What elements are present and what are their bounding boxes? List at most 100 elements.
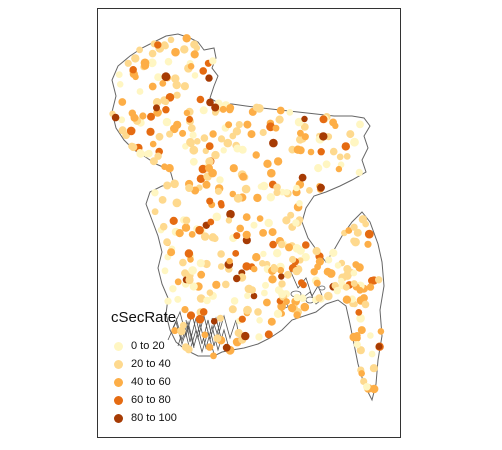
data-point (136, 149, 145, 158)
data-point (164, 297, 172, 305)
data-point (210, 352, 217, 360)
data-point (136, 88, 144, 95)
data-point (284, 270, 292, 279)
data-point (317, 183, 325, 192)
data-point (277, 266, 285, 274)
data-point (169, 216, 178, 225)
data-point (148, 82, 157, 91)
data-point (243, 120, 252, 129)
data-point (189, 131, 197, 139)
data-point (319, 132, 328, 141)
data-point (341, 142, 350, 151)
data-point (136, 46, 144, 54)
data-point (302, 241, 310, 249)
data-point (307, 148, 315, 156)
data-point (195, 314, 205, 324)
legend-swatch-40-60 (114, 377, 123, 387)
data-point (257, 183, 265, 190)
data-point (247, 130, 256, 139)
data-point (294, 117, 304, 127)
data-point (336, 153, 344, 161)
data-point (187, 124, 196, 133)
data-point (164, 57, 173, 66)
data-point (293, 145, 303, 154)
data-point (298, 279, 305, 287)
data-point (202, 180, 211, 189)
data-point (242, 262, 251, 271)
legend-item-0-20: 0 to 20 (114, 340, 165, 352)
data-point (151, 208, 159, 216)
data-point (293, 293, 301, 302)
data-point (217, 250, 225, 258)
data-point (205, 74, 213, 82)
data-point (211, 103, 220, 112)
data-point (283, 298, 290, 305)
data-point (345, 227, 353, 234)
data-point (278, 273, 285, 280)
legend-swatch-60-80 (114, 395, 123, 405)
data-point (329, 147, 338, 156)
data-point (335, 165, 343, 173)
data-point (356, 120, 364, 129)
data-point (234, 328, 243, 338)
data-point (222, 343, 231, 352)
data-point (155, 132, 164, 141)
data-point (342, 271, 352, 280)
data-point (289, 255, 297, 264)
legend-label-0-20: 0 to 20 (131, 340, 165, 352)
data-point (314, 164, 323, 173)
data-point (233, 144, 242, 153)
data-point (225, 121, 233, 129)
data-point (233, 193, 243, 203)
data-point (233, 274, 241, 283)
data-point (355, 168, 363, 176)
data-point (253, 193, 262, 203)
data-point (184, 249, 194, 258)
data-point (238, 315, 246, 323)
data-point (250, 292, 258, 300)
data-point (317, 148, 325, 156)
legend-item-80-100: 80 to 100 (114, 412, 177, 424)
data-point (171, 327, 179, 335)
data-point (217, 263, 225, 270)
data-point (225, 217, 233, 224)
data-point (181, 223, 191, 232)
data-point (170, 179, 179, 189)
data-point (350, 280, 358, 287)
data-point (196, 95, 205, 104)
data-point (241, 184, 251, 194)
data-point (276, 106, 285, 115)
data-point (199, 67, 207, 75)
data-point (306, 187, 313, 194)
data-point (167, 248, 176, 257)
data-point (350, 269, 358, 277)
data-point (255, 333, 263, 341)
data-point (273, 183, 281, 192)
data-point (162, 98, 170, 106)
data-point (324, 291, 333, 301)
data-point (273, 249, 282, 258)
data-point (233, 232, 241, 240)
data-point (166, 130, 174, 138)
map-frame (97, 8, 401, 438)
data-point (267, 168, 276, 178)
data-point (173, 91, 181, 99)
data-point (356, 286, 364, 294)
data-point (205, 343, 214, 351)
data-point (293, 184, 300, 192)
data-point (128, 109, 136, 117)
data-point (171, 47, 180, 57)
data-point (278, 188, 286, 196)
data-point (223, 138, 233, 148)
legend-label-80-100: 80 to 100 (131, 412, 177, 424)
data-point (263, 159, 272, 168)
data-point (301, 133, 309, 141)
data-point (162, 117, 172, 127)
data-point (186, 311, 196, 320)
legend-label-60-80: 60 to 80 (131, 394, 171, 406)
data-point (232, 127, 242, 136)
data-point (154, 152, 162, 160)
data-point (356, 346, 365, 355)
data-point (355, 309, 363, 316)
data-point (196, 259, 205, 268)
